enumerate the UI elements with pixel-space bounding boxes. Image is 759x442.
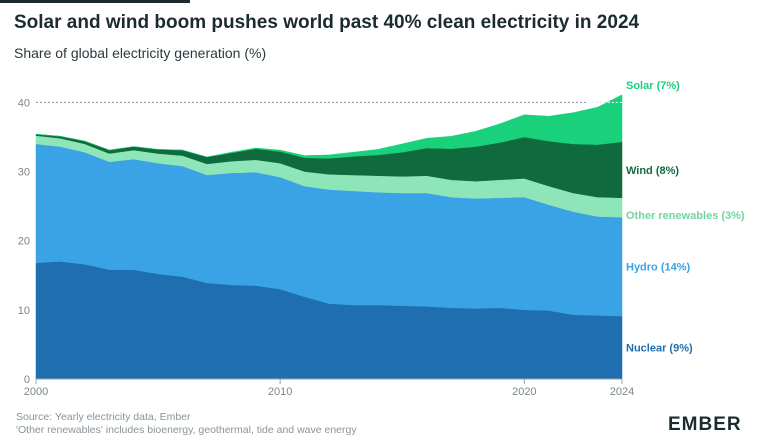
x-tick-label-2000: 2000	[24, 386, 48, 398]
series-labels: Nuclear (9%) Hydro (14%) Other renewables …	[587, 80, 745, 355]
series-label-2: Other renewables (3%)	[626, 210, 745, 222]
y-tick-label-30: 30	[18, 167, 30, 179]
series-label-1: Hydro (14%)	[626, 262, 691, 274]
y-tick-label-0: 0	[24, 374, 30, 386]
y-tick-label-20: 20	[18, 236, 30, 248]
source-note: Source: Yearly electricity data, Ember	[16, 411, 191, 423]
area-solar	[35, 94, 623, 159]
series-label-3: Wind (8%)	[626, 165, 679, 177]
series-label-4: Solar (7%)	[626, 80, 680, 92]
footnote: 'Other renewables' includes bioenergy, g…	[16, 424, 357, 436]
x-tick-label-2020: 2020	[512, 386, 536, 398]
x-tick-label-2010: 2010	[268, 386, 292, 398]
y-tick-label-10: 10	[18, 305, 30, 317]
ember-logo: EMBER	[668, 414, 742, 435]
chart-title: Solar and wind boom pushes world past 40…	[14, 12, 640, 33]
top-accent-bar	[0, 0, 190, 3]
chart-subtitle: Share of global electricity generation (…	[14, 45, 267, 61]
area-series	[35, 94, 623, 380]
axes: 0 10 20 30 40 2000 2010 2020 2024	[18, 97, 634, 398]
x-tick-label-2024: 2024	[610, 386, 634, 398]
series-label-0: Nuclear (9%)	[626, 343, 693, 355]
y-tick-label-40: 40	[18, 97, 30, 109]
